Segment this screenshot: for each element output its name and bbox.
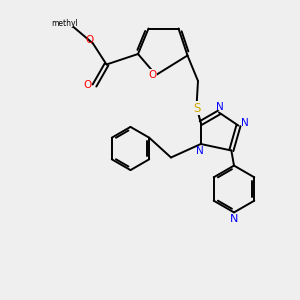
Text: O: O [84,80,92,91]
Text: N: N [216,101,224,112]
Text: N: N [241,118,249,128]
Text: methyl: methyl [51,20,78,28]
Text: N: N [230,214,238,224]
Text: O: O [85,35,93,45]
Text: N: N [196,146,204,156]
Text: O: O [148,70,156,80]
Text: S: S [193,101,200,115]
